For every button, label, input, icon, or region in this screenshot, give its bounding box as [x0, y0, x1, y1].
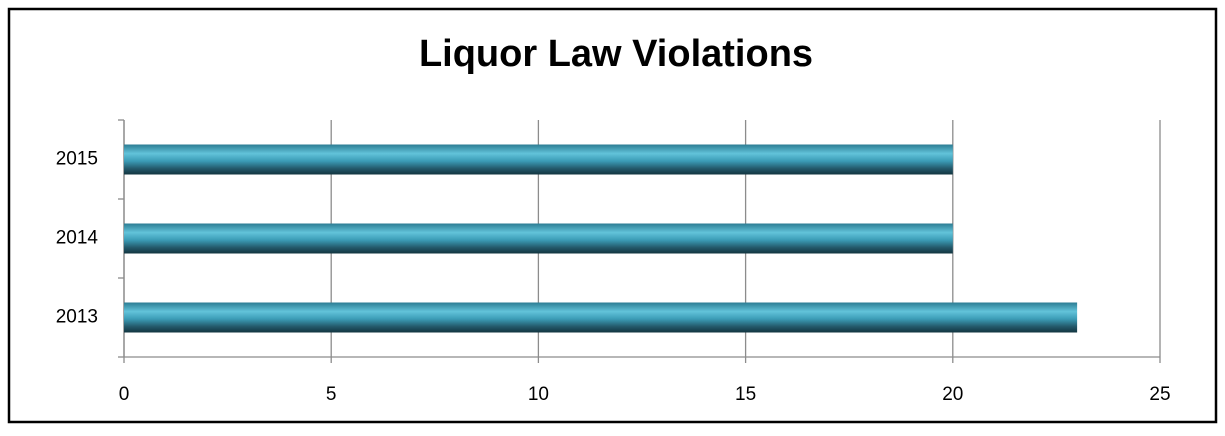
chart-border [7, 7, 1218, 424]
x-tick-label: 25 [1149, 384, 1170, 405]
y-tick-label: 2015 [56, 149, 98, 170]
x-tick-label: 20 [942, 384, 963, 405]
x-tick-label: 10 [528, 384, 549, 405]
bar [124, 302, 1078, 333]
x-tick-label: 15 [735, 384, 756, 405]
y-tick-label: 2014 [56, 228, 99, 249]
chart-title: Liquor Law Violations [419, 33, 813, 75]
bar [124, 223, 953, 254]
x-tick-label: 5 [326, 384, 337, 405]
x-tick-label: 0 [119, 384, 130, 405]
bar [124, 144, 953, 175]
y-tick-label: 2013 [56, 307, 98, 328]
